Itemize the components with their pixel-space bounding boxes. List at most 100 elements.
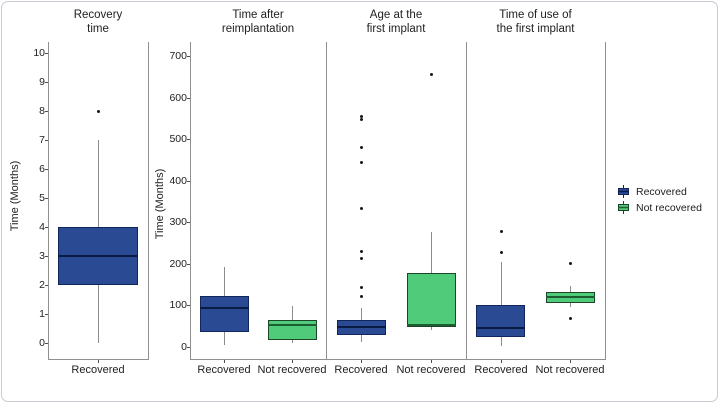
whisker-line [501,262,502,346]
y-tick-label: 3 [39,250,45,262]
legend-item-not-recovered: Not recovered [617,200,702,215]
outlier-dot [360,250,363,253]
median-line [200,307,249,309]
y-tick-mark [45,169,48,170]
y-tick-mark [187,139,190,140]
legend-glyph-svg [618,201,629,214]
outlier-dot [569,262,572,265]
y-tick-mark [45,256,48,257]
outlier-dot [360,118,363,121]
x-tick-mark [431,360,432,363]
y-tick-label: 7 [39,134,45,146]
legend-label: Not recovered [636,201,702,214]
box-not-recovered [407,273,456,327]
y-tick-mark [45,314,48,315]
x-category-label: Recovered [334,364,388,376]
x-category-label: Not recovered [535,364,605,376]
outlier-dot [360,161,363,164]
y-tick-label: 8 [39,105,45,117]
outlier-dot [430,73,433,76]
x-axis-line [326,359,467,360]
outlier-dot [500,230,503,233]
outlier-dot [360,286,363,289]
legend-item-recovered: Recovered [617,184,702,199]
y-tick-mark [187,181,190,182]
y-tick-label: 600 [169,92,187,104]
y-tick-label: 100 [169,299,187,311]
median-line [407,324,456,326]
y-tick-mark [45,227,48,228]
y-tick-mark [45,343,48,344]
boxplot-glyph-recovered [617,185,630,198]
x-category-label: Recovered [474,364,528,376]
panel-right-line [605,42,606,360]
median-line [476,327,525,329]
y-tick-mark [45,140,48,141]
y-tick-mark [45,285,48,286]
outlier-dot [569,317,572,320]
x-tick-mark [570,360,571,363]
box-not-recovered [268,320,317,340]
y-tick-mark [187,264,190,265]
box-recovered [200,296,249,332]
outlier-dot [360,295,363,298]
median-line [546,296,595,298]
outlier-dot [360,207,363,210]
legend-label: Recovered [636,185,687,198]
x-category-label: Not recovered [257,364,327,376]
y-tick-label: 200 [169,258,187,270]
y-tick-mark [45,82,48,83]
y-tick-label: 700 [169,50,187,62]
x-category-label: Recovered [197,364,251,376]
panel-title: Age at the first implant [366,9,426,35]
y-tick-mark [45,111,48,112]
y-tick-label: 5 [39,192,45,204]
panel-title: Recovery time [73,9,123,35]
y-tick-label: 400 [169,175,187,187]
y-tick-mark [187,98,190,99]
x-tick-mark [224,360,225,363]
y-tick-mark [187,347,190,348]
y-tick-mark [187,222,190,223]
boxplot-glyph-not-recovered [617,201,630,214]
outlier-dot [360,146,363,149]
y-tick-label: 4 [39,221,45,233]
median-line [58,255,138,257]
x-category-label: Not recovered [396,364,466,376]
median-line [268,324,317,326]
x-category-label: Recovered [71,364,125,376]
outlier-dot [97,110,100,113]
x-tick-mark [501,360,502,363]
outlier-dot [360,257,363,260]
y-tick-label: 2 [39,279,45,291]
x-tick-mark [292,360,293,363]
y-tick-label: 300 [169,216,187,228]
panel-title: Time after reimplantation [221,9,295,35]
x-axis-line [190,359,327,360]
y-axis-label: Time (Months) [154,168,166,240]
legend-glyph-svg [618,185,629,198]
outlier-dot [500,251,503,254]
y-tick-label: 1 [39,308,45,320]
box-recovered [476,305,525,337]
panel-title: Time of use of the first implant [496,9,575,35]
y-tick-label: 6 [39,163,45,175]
y-axis-line [48,42,49,359]
y-tick-mark [45,53,48,54]
y-tick-mark [187,56,190,57]
x-axis-line [48,359,149,360]
x-tick-mark [361,360,362,363]
y-tick-mark [45,198,48,199]
y-tick-mark [187,305,190,306]
outlier-dot [360,115,363,118]
y-axis-line [326,42,327,359]
x-axis-line [466,359,606,360]
y-tick-label: 500 [169,133,187,145]
panel-right-line [148,42,149,360]
y-tick-label: 0 [39,337,45,349]
y-tick-label: 0 [181,341,187,353]
x-tick-mark [98,360,99,363]
median-line [337,326,386,328]
